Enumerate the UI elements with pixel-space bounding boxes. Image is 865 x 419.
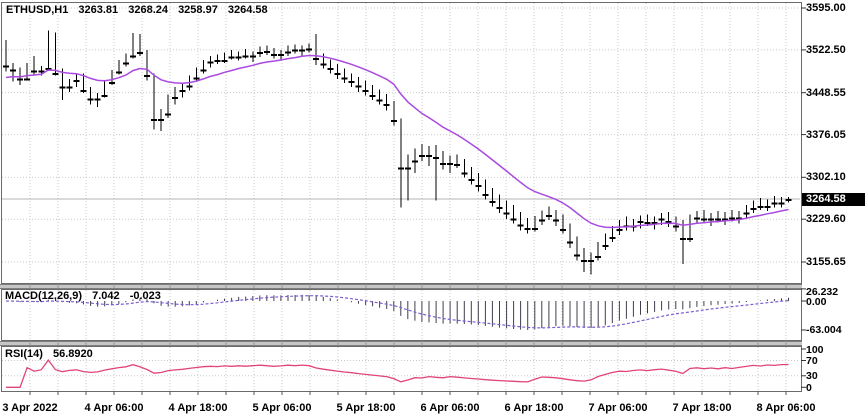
macd-indicator-label: MACD(12,26,9) 7.042 -0.023 (5, 290, 161, 302)
panel-divider[interactable] (0, 284, 803, 289)
current-price-badge: 3264.58 (802, 193, 865, 206)
close-value: 3264.58 (227, 4, 268, 16)
rsi-axis-label: 30 (806, 370, 818, 382)
price-axis-label: 3155.65 (806, 256, 846, 268)
price-axis-label: 3229.60 (806, 213, 846, 225)
low-value: 3258.97 (178, 4, 218, 16)
rsi-indicator-label: RSI(14) 56.8920 (5, 348, 93, 360)
macd-main-value: 7.042 (92, 290, 120, 302)
open-value: 3263.81 (78, 4, 119, 16)
chart-title: ETHUSD,H1 3263.81 3268.24 3258.97 3264.5… (6, 4, 268, 16)
time-axis-label: 7 Apr 06:00 (588, 402, 648, 414)
macd-axis-label: -63.004 (806, 324, 842, 336)
macd-axis-label: 0.00 (806, 296, 827, 308)
price-axis-label: 3448.55 (806, 87, 846, 99)
time-axis-label: 7 Apr 18:00 (672, 402, 732, 414)
time-axis-label: 5 Apr 18:00 (336, 402, 396, 414)
time-axis-label: 4 Apr 06:00 (84, 402, 144, 414)
time-axis-label: 3 Apr 2022 (2, 402, 58, 414)
price-axis-label: 3376.05 (806, 129, 846, 141)
price-axis-label: 3302.10 (806, 171, 846, 183)
time-axis-label: 6 Apr 06:00 (420, 402, 480, 414)
rsi-name: RSI(14) (5, 348, 43, 360)
symbol-period-label: ETHUSD,H1 (6, 4, 69, 16)
macd-name: MACD(12,26,9) (5, 290, 83, 302)
macd-signal-value: -0.023 (129, 290, 161, 302)
rsi-axis-label: 70 (806, 355, 818, 367)
price-axis-label: 3522.50 (806, 44, 846, 56)
time-axis[interactable] (0, 392, 802, 419)
panel-divider[interactable] (0, 341, 803, 346)
rsi-panel[interactable] (1, 346, 802, 392)
time-axis-label: 8 Apr 06:00 (756, 402, 816, 414)
time-axis-label: 6 Apr 18:00 (504, 402, 564, 414)
rsi-axis-label: 0 (806, 382, 812, 394)
macd-axis-label: 26.232 (806, 286, 839, 298)
rsi-axis-label: 100 (806, 344, 824, 356)
price-axis-label: 3595.00 (806, 2, 846, 14)
rsi-value: 56.8920 (52, 348, 93, 360)
high-value: 3268.24 (128, 4, 168, 16)
main-chart-panel[interactable] (1, 2, 802, 284)
time-axis-label: 4 Apr 18:00 (168, 402, 228, 414)
price-axis[interactable] (802, 0, 865, 419)
time-axis-label: 5 Apr 06:00 (252, 402, 312, 414)
